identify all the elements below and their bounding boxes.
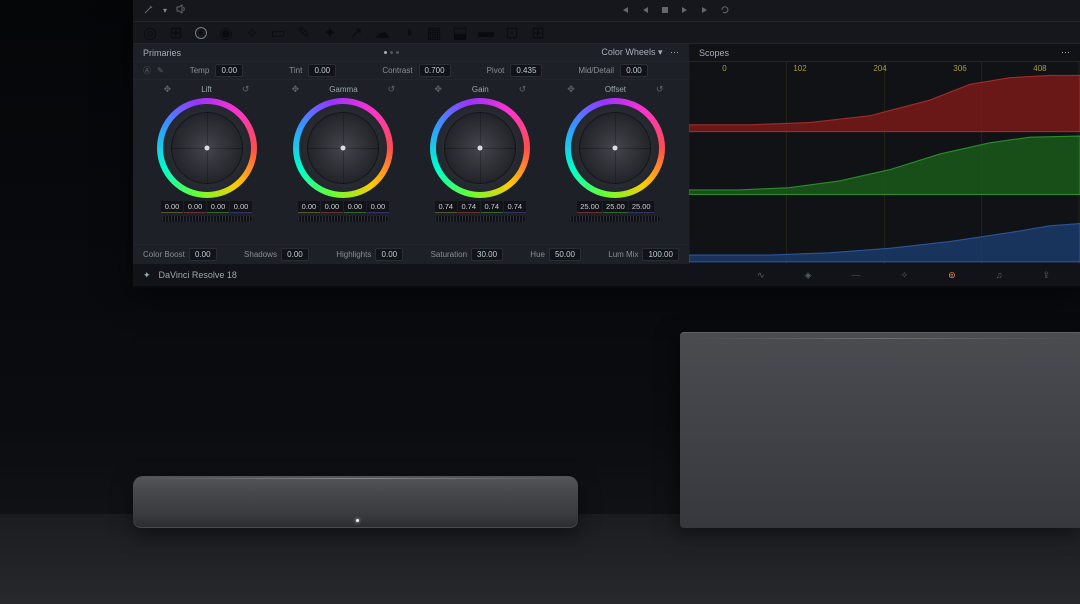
hue-value[interactable]: 50.00 <box>549 248 581 261</box>
reset-icon[interactable]: ↺ <box>388 84 396 95</box>
tool-5-icon[interactable]: ⟡ <box>245 26 259 40</box>
reset-icon[interactable]: ↺ <box>242 84 250 95</box>
tool-14-icon[interactable]: ▬ <box>479 26 493 40</box>
tool-15-icon[interactable]: ⊡ <box>505 26 519 40</box>
monitor-screen: ▾ ◎ ⊞ + ◉ ⟡ ▭ ✎ ✦ ↗ ☁ ◑ ▦ ⬓ ▬ ⊡ ⊞ <box>133 0 1080 288</box>
gain-values[interactable]: 0.740.740.740.74 <box>435 201 526 213</box>
panel-title: Primaries <box>143 48 181 58</box>
colorboost-value[interactable]: 0.00 <box>189 248 217 261</box>
shadows-value[interactable]: 0.00 <box>281 248 309 261</box>
lift-jog[interactable] <box>162 216 252 222</box>
lummix-value[interactable]: 100.00 <box>642 248 678 261</box>
tool-11-icon[interactable]: ◑ <box>401 26 415 40</box>
prev-clip-icon[interactable] <box>620 2 630 20</box>
gain-jog[interactable] <box>435 216 525 222</box>
move-icon[interactable]: ✥ <box>567 84 575 95</box>
gamma-jog[interactable] <box>298 216 388 222</box>
scopes-panel: Scopes ⋯ 0 102 204 306 408 <box>689 44 1080 264</box>
tint-value[interactable]: 0.00 <box>308 64 336 77</box>
pivot-label: Pivot <box>487 66 505 75</box>
picker-icon[interactable]: ✎ <box>157 66 164 75</box>
chevron-down-icon[interactable]: ▾ <box>163 6 167 15</box>
gamma-wheel[interactable] <box>293 98 393 198</box>
tint-label: Tint <box>289 66 302 75</box>
gain-wheel[interactable] <box>430 98 530 198</box>
gamma-wheel-group: ✥Gamma↺ 0.000.000.000.00 <box>292 84 396 240</box>
move-icon[interactable]: ✥ <box>434 84 442 95</box>
play-back-icon[interactable] <box>640 2 650 20</box>
highlights-value[interactable]: 0.00 <box>375 248 403 261</box>
temp-value[interactable]: 0.00 <box>215 64 243 77</box>
tool-1-icon[interactable]: ◎ <box>143 26 157 40</box>
transport-bar: ▾ <box>133 0 1080 22</box>
scopes-menu-icon[interactable]: ⋯ <box>1061 47 1070 58</box>
scopes-title: Scopes <box>699 48 729 58</box>
tool-12-icon[interactable]: ▦ <box>427 26 441 40</box>
tool-8-icon[interactable]: ✦ <box>323 26 337 40</box>
magic-wand-icon[interactable] <box>143 2 155 20</box>
middetail-label: Mid/Detail <box>578 66 614 75</box>
volume-icon[interactable] <box>175 2 187 20</box>
page-curves-icon[interactable]: ∿ <box>757 270 765 281</box>
loop-icon[interactable] <box>720 2 730 20</box>
mac-mini-device <box>133 476 578 528</box>
color-toolbar: ◎ ⊞ + ◉ ⟡ ▭ ✎ ✦ ↗ ☁ ◑ ▦ ⬓ ▬ ⊡ ⊞ <box>133 22 1080 44</box>
tool-serial-icon[interactable]: + <box>195 27 207 39</box>
primaries-panel: Primaries Color Wheels ▾ ⋯ Ⓐ ✎ Temp 0.00… <box>133 44 689 264</box>
temp-label: Temp <box>190 66 210 75</box>
move-icon[interactable]: ✥ <box>164 84 172 95</box>
app-name: DaVinci Resolve 18 <box>159 270 237 280</box>
mode-dropdown[interactable]: Color Wheels ▾ ⋯ <box>601 47 679 58</box>
page-color-icon[interactable]: ⊚ <box>948 270 956 281</box>
page-dots[interactable] <box>384 51 399 54</box>
pivot-value[interactable]: 0.435 <box>510 64 542 77</box>
lift-values[interactable]: 0.000.000.000.00 <box>161 201 252 213</box>
offset-wheel[interactable] <box>565 98 665 198</box>
tool-10-icon[interactable]: ☁ <box>375 26 389 40</box>
app-footer: ✦ DaVinci Resolve 18 ∿ ◈ ⎯⎯ ✧ ⊚ ♫ ⇪ <box>133 264 1080 286</box>
contrast-label: Contrast <box>382 66 412 75</box>
play-icon[interactable] <box>680 2 690 20</box>
page-deliver-icon[interactable]: ⇪ <box>1042 270 1050 281</box>
page-qualifier-icon[interactable]: ⎯⎯ <box>852 270 861 281</box>
offset-wheel-group: ✥Offset↺ 25.0025.0025.00 <box>565 84 665 240</box>
tool-16-icon[interactable]: ⊞ <box>531 26 545 40</box>
app-logo-icon: ✦ <box>143 270 151 281</box>
tool-13-icon[interactable]: ⬓ <box>453 26 467 40</box>
offset-jog[interactable] <box>570 216 660 222</box>
gamma-values[interactable]: 0.000.000.000.00 <box>298 201 389 213</box>
page-warper-icon[interactable]: ◈ <box>805 270 812 281</box>
reset-icon[interactable]: ↺ <box>519 84 527 95</box>
lift-wheel[interactable] <box>157 98 257 198</box>
tool-9-icon[interactable]: ↗ <box>349 26 363 40</box>
lift-wheel-group: ✥Lift↺ 0.000.000.000.00 <box>157 84 257 240</box>
page-audio-icon[interactable]: ♫ <box>996 270 1003 281</box>
page-wand-icon[interactable]: ✧ <box>901 270 909 281</box>
auto-balance-icon[interactable]: Ⓐ <box>143 65 151 76</box>
gain-wheel-group: ✥Gain↺ 0.740.740.740.74 <box>430 84 530 240</box>
move-icon[interactable]: ✥ <box>292 84 300 95</box>
next-clip-icon[interactable] <box>700 2 710 20</box>
tool-4-icon[interactable]: ◉ <box>219 26 233 40</box>
middetail-value[interactable]: 0.00 <box>620 64 648 77</box>
contrast-value[interactable]: 0.700 <box>419 64 451 77</box>
stop-icon[interactable] <box>660 2 670 20</box>
tool-2-icon[interactable]: ⊞ <box>169 26 183 40</box>
saturation-value[interactable]: 30.00 <box>471 248 503 261</box>
studio-display-base <box>680 332 1080 528</box>
parade-scope: 0 102 204 306 408 <box>689 62 1080 264</box>
offset-values[interactable]: 25.0025.0025.00 <box>577 201 653 213</box>
tool-6-icon[interactable]: ▭ <box>271 26 285 40</box>
reset-icon[interactable]: ↺ <box>656 84 664 95</box>
tool-7-icon[interactable]: ✎ <box>297 26 311 40</box>
